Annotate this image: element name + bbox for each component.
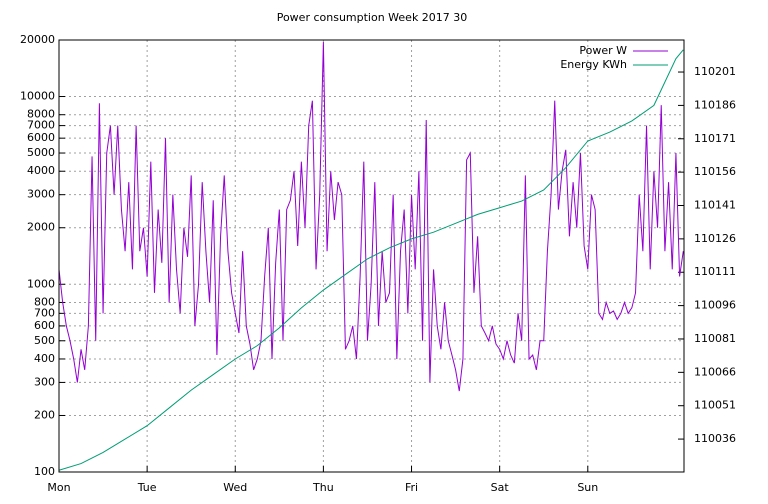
y-tick-label: 700 bbox=[34, 306, 55, 319]
y-tick-label: 500 bbox=[34, 334, 55, 347]
y-tick-label: 300 bbox=[34, 375, 55, 388]
y-tick-label: 800 bbox=[34, 295, 55, 308]
y-tick-label: 8000 bbox=[27, 108, 55, 121]
y2-tick-label: 110141 bbox=[694, 199, 736, 212]
y2-tick-label: 110096 bbox=[694, 299, 736, 312]
chart-title: Power consumption Week 2017 30 bbox=[277, 11, 468, 24]
y-tick-label: 100 bbox=[34, 465, 55, 478]
y2-tick-label: 110081 bbox=[694, 332, 736, 345]
y-tick-label: 3000 bbox=[27, 188, 55, 201]
y-tick-label: 2000 bbox=[27, 221, 55, 234]
y-tick-label: 600 bbox=[34, 319, 55, 332]
plot-frame bbox=[58, 39, 685, 473]
legend-label: Energy KWh bbox=[560, 58, 627, 71]
y-tick-label: 10000 bbox=[20, 90, 55, 103]
y2-tick-label: 110051 bbox=[694, 399, 736, 412]
x-tick-label: Fri bbox=[405, 481, 418, 494]
y-tick-label: 1000 bbox=[27, 277, 55, 290]
series-line bbox=[58, 42, 684, 392]
y2-tick-label: 110156 bbox=[694, 165, 736, 178]
y-tick-label: 20000 bbox=[20, 33, 55, 46]
x-tick-label: Sun bbox=[577, 481, 598, 494]
x-tick-label: Thu bbox=[312, 481, 334, 494]
y2-tick-label: 110066 bbox=[694, 365, 736, 378]
y-tick-label: 200 bbox=[34, 408, 55, 421]
y2-tick-label: 110111 bbox=[694, 265, 736, 278]
y2-tick-label: 110171 bbox=[694, 132, 736, 145]
series-line bbox=[58, 49, 684, 471]
x-tick-label: Wed bbox=[223, 481, 247, 494]
x-tick-label: Mon bbox=[47, 481, 70, 494]
y-tick-label: 6000 bbox=[27, 131, 55, 144]
y-tick-label: 400 bbox=[34, 352, 55, 365]
y-tick-label: 5000 bbox=[27, 146, 55, 159]
legend-label: Power W bbox=[579, 44, 627, 57]
x-tick-label: Tue bbox=[137, 481, 157, 494]
y2-tick-label: 110126 bbox=[694, 232, 736, 245]
y2-tick-label: 110036 bbox=[694, 432, 736, 445]
y2-tick-label: 110201 bbox=[694, 65, 736, 78]
y-tick-label: 7000 bbox=[27, 119, 55, 132]
x-tick-label: Sat bbox=[491, 481, 510, 494]
y2-tick-label: 110186 bbox=[694, 98, 736, 111]
y-tick-label: 4000 bbox=[27, 164, 55, 177]
